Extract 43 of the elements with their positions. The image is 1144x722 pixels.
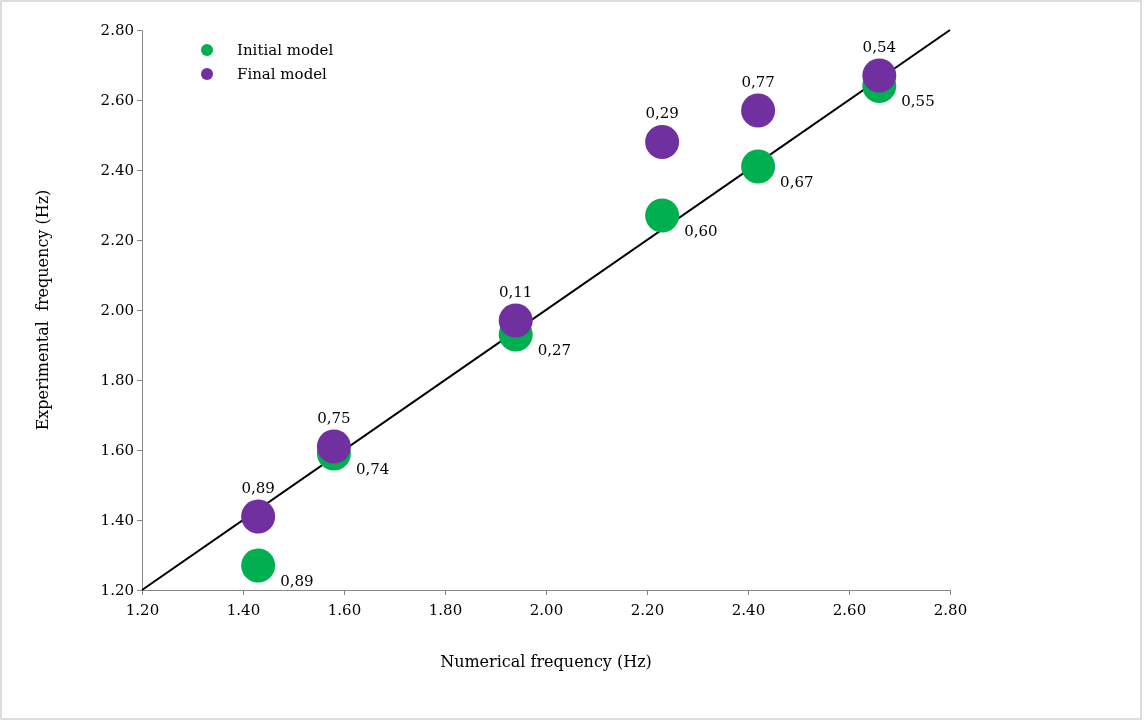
point [498, 303, 533, 338]
x-tick-label: 2.60 [832, 600, 867, 619]
annotation: 0,54 [862, 37, 896, 56]
annotation: 0,75 [317, 408, 351, 427]
x-tick-label: 1.80 [428, 600, 463, 619]
y-tick-label: 1.80 [100, 371, 134, 390]
x-tick-label: 1.40 [226, 600, 261, 619]
x-axis-title: Numerical frequency (Hz) [440, 652, 652, 671]
point [862, 58, 897, 93]
y-tick-label: 1.20 [100, 581, 134, 600]
x-tick-label: 2.20 [630, 600, 665, 619]
annotation: 0,27 [537, 340, 572, 359]
y-tick-label: 1.40 [100, 511, 134, 530]
y-tick-label: 1.60 [100, 441, 134, 460]
annotation: 0,77 [741, 72, 775, 91]
x-tick-label: 2.40 [731, 600, 766, 619]
point [741, 93, 776, 128]
y-tick-label: 2.20 [100, 231, 134, 250]
point [316, 429, 351, 464]
point [741, 149, 776, 184]
x-tick-label: 2.00 [529, 600, 564, 619]
point [645, 125, 680, 159]
y-tick-label: 2.40 [100, 161, 134, 180]
legend-label: Initial model [237, 41, 334, 60]
annotation: 0,60 [684, 221, 718, 240]
annotation: 0,11 [499, 282, 533, 301]
point [645, 198, 680, 233]
point [241, 548, 276, 583]
x-tick-label: 1.60 [327, 600, 362, 619]
annotation: 0,55 [901, 92, 935, 110]
y-tick-label: 2.00 [100, 301, 134, 320]
annotation: 0,89 [280, 571, 314, 590]
y-axis-title: Experimental frequency (Hz) [33, 189, 52, 431]
annotation: 0,89 [241, 478, 275, 497]
point [241, 499, 276, 534]
annotation: 0,67 [780, 172, 814, 191]
y-tick-label: 2.80 [100, 21, 134, 40]
x-tick-label: 2.80 [933, 600, 968, 619]
y-tick-label: 2.60 [100, 91, 134, 110]
legend-label: Final model [237, 65, 328, 84]
annotation: 0,29 [645, 104, 679, 122]
annotation: 0,74 [355, 459, 390, 478]
x-tick-label: 1.20 [125, 600, 160, 619]
